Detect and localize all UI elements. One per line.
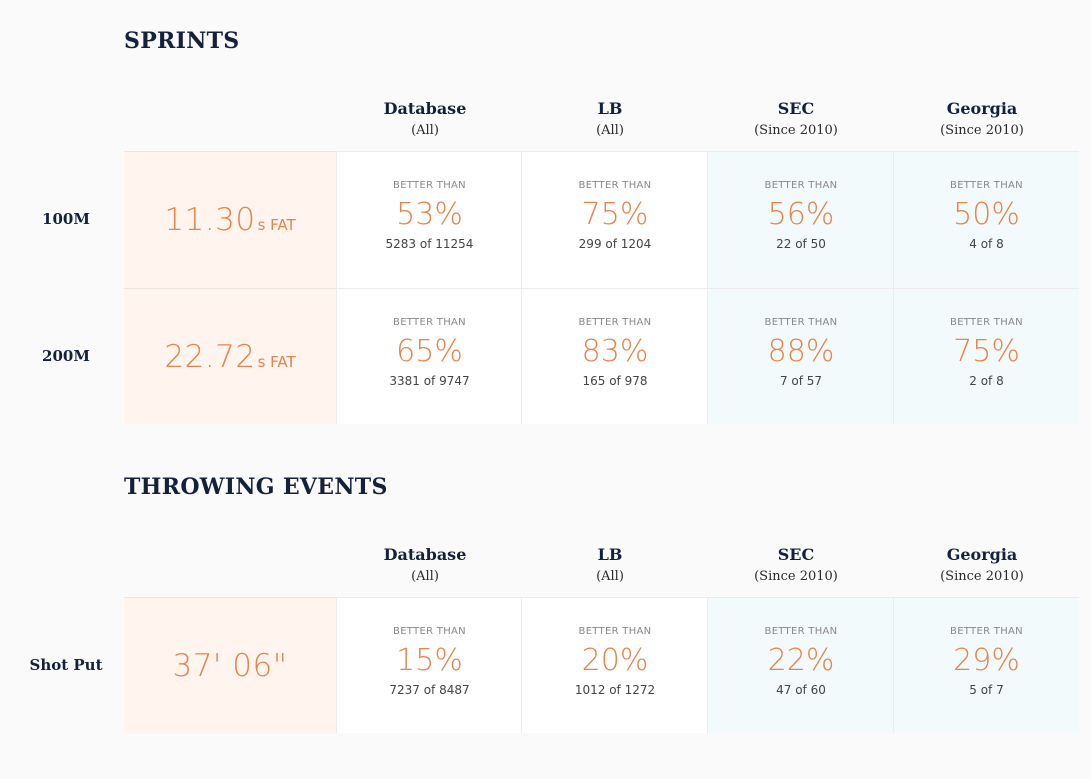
performance-cell: 37' 06" [124,597,336,733]
better-than-label: BETTER THAN [578,180,652,191]
column-subtitle: (Since 2010) [940,569,1024,584]
event-label-shot-put: Shot Put [29,656,103,674]
column-header-georgia: Georgia (Since 2010) [893,98,1071,142]
column-subtitle: (Since 2010) [940,123,1024,138]
stat-cell-georgia: BETTER THAN 29% 5 of 7 [893,597,1079,733]
column-header-sec: SEC (Since 2010) [707,98,885,142]
percentile-value: 50% [953,197,1020,232]
rank-count: 7237 of 8487 [389,683,470,697]
stat-cell-georgia: BETTER THAN 75% 2 of 8 [893,288,1079,424]
column-name: LB [597,99,623,118]
percentile-value: 53% [396,197,463,232]
better-than-label: BETTER THAN [764,180,838,191]
column-header-lb: LB (All) [521,98,699,142]
column-name: LB [597,545,623,564]
better-than-label: BETTER THAN [578,317,652,328]
column-subtitle: (All) [411,569,439,584]
better-than-label: BETTER THAN [393,180,466,191]
percentile-value: 75% [953,334,1020,369]
rank-count: 3381 of 9747 [389,374,470,388]
stat-cell-database: BETTER THAN 65% 3381 of 9747 [336,288,522,424]
performance-cell: 22.72 s FAT [124,288,336,424]
percentile-value: 65% [396,334,463,369]
event-label-100m: 100M [42,210,90,228]
better-than-label: BETTER THAN [950,180,1023,191]
better-than-label: BETTER THAN [764,626,838,637]
performance-value: 37' 06" [172,647,288,684]
percentile-value: 56% [767,197,835,232]
sprints-section: SPRINTS Database (All) LB (All) SEC (Sin… [0,28,1091,428]
rank-count: 47 of 60 [776,683,826,697]
percentile-value: 29% [953,643,1020,678]
column-name: SEC [777,99,815,118]
column-subtitle: (All) [596,123,624,138]
rank-count: 7 of 57 [779,374,823,388]
column-name: Database [383,545,467,564]
stat-cell-database: BETTER THAN 53% 5283 of 11254 [336,151,522,288]
percentile-value: 83% [581,334,649,369]
stat-cell-lb: BETTER THAN 20% 1012 of 1272 [521,597,708,733]
performance-value: 22.72 [164,338,256,375]
stat-cell-lb: BETTER THAN 75% 299 of 1204 [521,151,708,288]
column-subtitle: (Since 2010) [754,123,838,138]
rank-count: 1012 of 1272 [574,683,656,697]
column-name: SEC [777,545,815,564]
column-header-lb: LB (All) [521,544,699,588]
column-subtitle: (All) [411,123,439,138]
rank-count: 5 of 7 [969,683,1004,697]
rank-count: 5283 of 11254 [385,237,474,251]
better-than-label: BETTER THAN [393,626,466,637]
column-subtitle: (All) [596,569,624,584]
column-header-database: Database (All) [336,544,514,588]
percentile-value: 15% [396,643,463,678]
percentile-value: 75% [581,197,649,232]
performance-cell: 11.30 s FAT [124,151,336,288]
percentile-value: 20% [581,643,649,678]
performance-unit: s FAT [257,352,296,371]
throwing-events-section: THROWING EVENTS Database (All) LB (All) … [0,474,1091,744]
better-than-label: BETTER THAN [578,626,652,637]
section-title: SPRINTS [124,28,240,54]
better-than-label: BETTER THAN [950,626,1023,637]
column-name: Database [383,99,467,118]
stat-cell-lb: BETTER THAN 83% 165 of 978 [521,288,708,424]
performance-value: 11.30 [164,202,256,238]
stat-cell-sec: BETTER THAN 56% 22 of 50 [707,151,894,288]
rank-count: 4 of 8 [969,237,1004,251]
rank-count: 299 of 1204 [578,237,652,251]
section-title: THROWING EVENTS [124,474,388,500]
event-label-200m: 200M [42,347,90,365]
column-name: Georgia [946,545,1018,564]
better-than-label: BETTER THAN [764,317,838,328]
column-subtitle: (Since 2010) [754,569,838,584]
stat-cell-georgia: BETTER THAN 50% 4 of 8 [893,151,1079,288]
percentile-value: 88% [767,334,835,369]
stat-cell-database: BETTER THAN 15% 7237 of 8487 [336,597,522,733]
rank-count: 2 of 8 [969,374,1004,388]
column-header-georgia: Georgia (Since 2010) [893,544,1071,588]
stat-cell-sec: BETTER THAN 22% 47 of 60 [707,597,894,733]
better-than-label: BETTER THAN [950,317,1023,328]
performance-unit: s FAT [257,216,296,234]
column-header-database: Database (All) [336,98,514,142]
column-name: Georgia [946,99,1018,118]
rank-count: 22 of 50 [776,237,826,251]
stat-cell-sec: BETTER THAN 88% 7 of 57 [707,288,894,424]
better-than-label: BETTER THAN [393,317,466,328]
column-header-sec: SEC (Since 2010) [707,544,885,588]
rank-count: 165 of 978 [582,374,648,388]
percentile-value: 22% [767,643,835,678]
